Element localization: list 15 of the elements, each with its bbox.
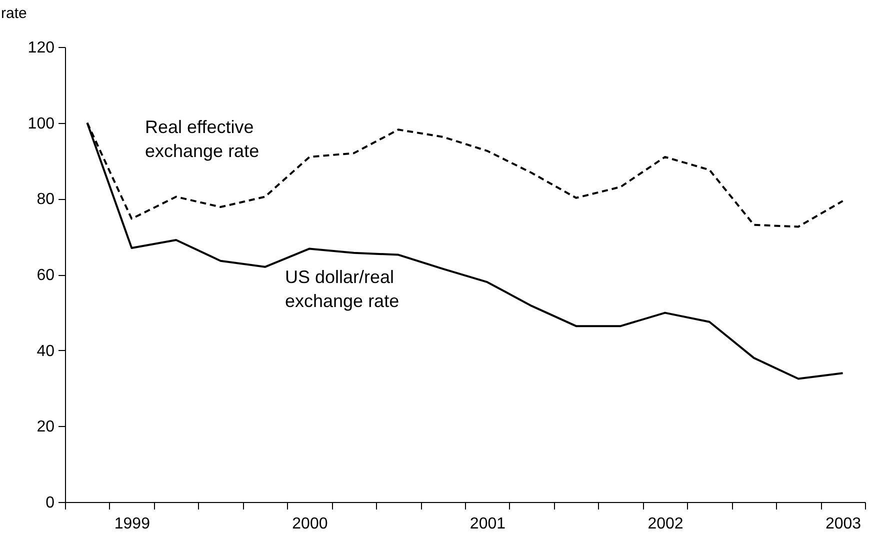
y-tick-label: 100 <box>28 115 55 132</box>
x-tick-label: 2001 <box>470 516 506 532</box>
x-tick-label: 1999 <box>114 516 150 532</box>
y-tick-label: 40 <box>36 342 55 360</box>
y-axis-title: rate <box>1 5 27 22</box>
x-tick-label: 2003 <box>825 516 862 532</box>
annotation: US dollar/real exchange rate <box>285 267 400 311</box>
y-tick-label: 60 <box>36 267 55 284</box>
x-tick-label: 2002 <box>648 516 684 532</box>
y-tick-label: 80 <box>36 191 55 208</box>
y-tick-label: 120 <box>28 40 55 56</box>
x-tick-label: 2000 <box>292 516 328 532</box>
annotation: Real effective exchange rate <box>145 117 260 161</box>
y-tick-label: 0 <box>46 494 55 512</box>
y-tick-label: 20 <box>36 418 55 436</box>
